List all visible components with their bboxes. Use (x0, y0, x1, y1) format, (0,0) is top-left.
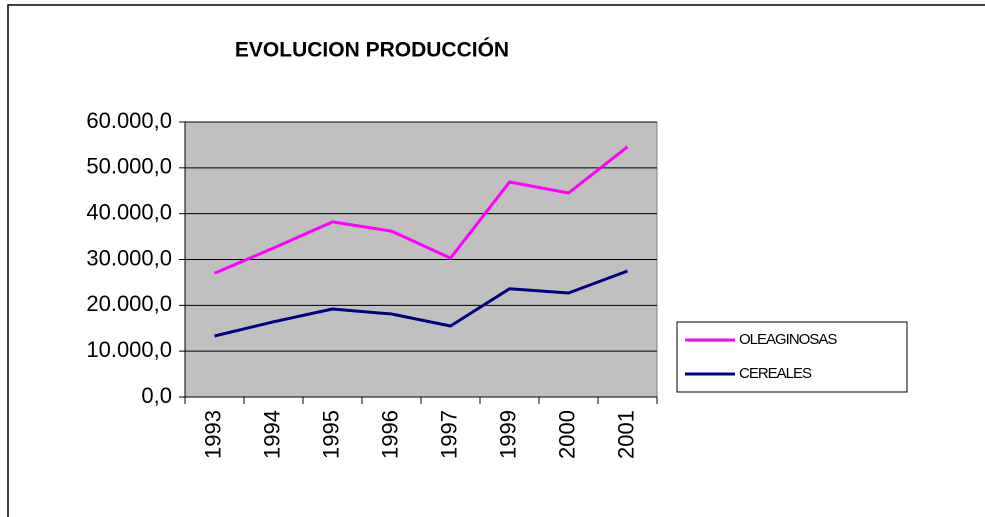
legend-label: OLEAGINOSAS (739, 331, 837, 348)
y-tick-label: 50.000,0 (86, 154, 172, 179)
y-tick-label: 20.000,0 (86, 291, 172, 316)
x-tick-label: 1995 (318, 410, 343, 459)
series-line (213, 145, 629, 275)
x-tick-label: 1999 (495, 410, 520, 459)
x-tick-label: 1997 (436, 410, 461, 459)
x-tick-label: 1993 (200, 410, 225, 459)
y-tick-label: 40.000,0 (86, 199, 172, 224)
x-tick-label: 2001 (613, 410, 638, 459)
legend-box (676, 321, 908, 393)
x-tick-label: 1994 (259, 410, 284, 459)
chart-title: EVOLUCION PRODUCCIÓN (235, 38, 509, 62)
series-line (214, 269, 629, 338)
legend-label: CEREALES (739, 365, 812, 382)
y-tick-label: 60.000,0 (86, 108, 172, 133)
y-tick-label: 10.000,0 (86, 337, 172, 362)
y-tick-label: 0,0 (141, 383, 172, 408)
y-tick-label: 30.000,0 (86, 245, 172, 270)
x-tick-label: 2000 (554, 410, 579, 459)
x-tick-label: 1996 (377, 410, 402, 459)
